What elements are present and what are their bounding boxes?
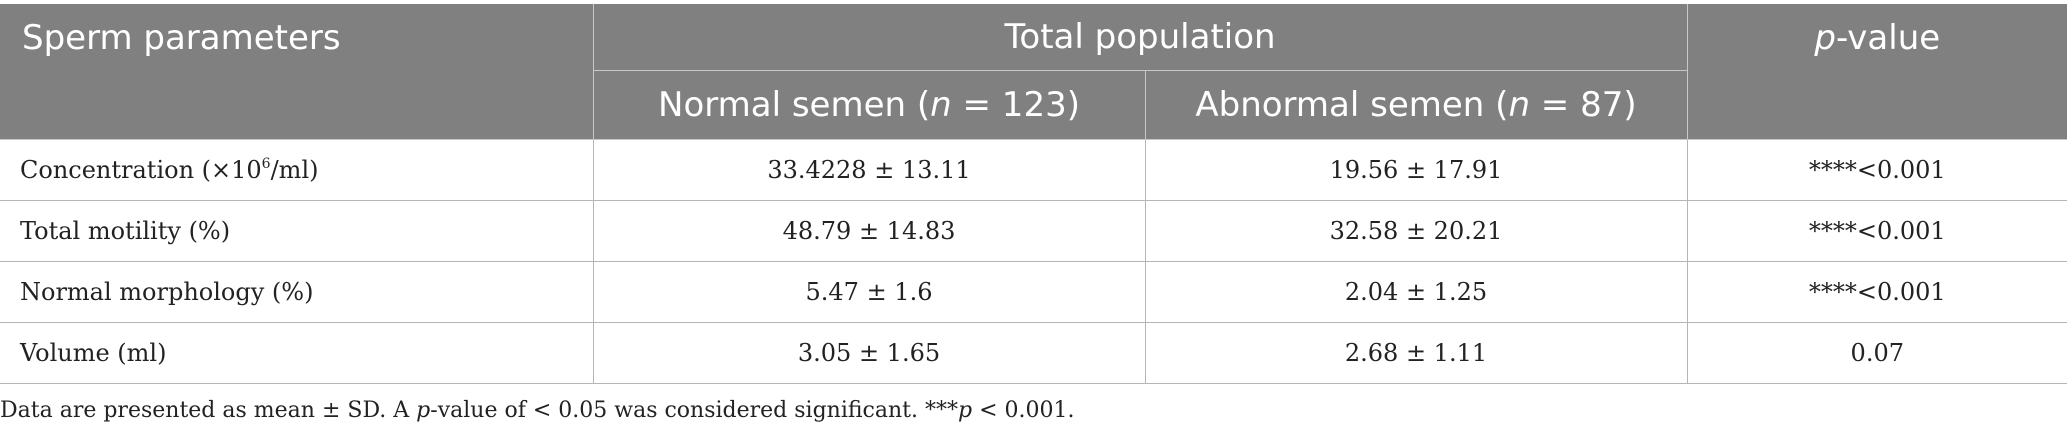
- row-label-normal-morphology: Normal morphology (%): [0, 261, 594, 323]
- cell-volume-p: 0.07: [1686, 322, 2067, 384]
- header-normal-label: Normal semen (: [658, 85, 931, 125]
- cell-volume-normal: 3.05 ± 1.65: [592, 322, 1146, 384]
- header-row-2: Normal semen (n = 123) Abnormal semen (n…: [0, 70, 2067, 140]
- cell-normal-morphology-p: ****<0.001: [1686, 261, 2067, 323]
- header-normal-n-value: = 123): [951, 85, 1080, 125]
- sperm-parameters-table: Sperm parameters Total population p-valu…: [0, 4, 2067, 384]
- cell-total-motility-normal: 48.79 ± 14.83: [592, 200, 1146, 262]
- header-p-italic: p: [1814, 18, 1836, 58]
- cell-normal-morphology-normal: 5.47 ± 1.6: [592, 261, 1146, 323]
- header-abnormal-n-value: = 87): [1530, 85, 1637, 125]
- row-label-concentration: Concentration (×106/ml): [0, 139, 594, 201]
- table-row-total-motility: Total motility (%) 48.79 ± 14.83 32.58 ±…: [0, 200, 2067, 262]
- header-p-value: p-value: [1686, 4, 2067, 140]
- header-abnormal-label: Abnormal semen (: [1195, 85, 1509, 125]
- cell-concentration-abnormal: 19.56 ± 17.91: [1144, 139, 1688, 201]
- cell-concentration-p: ****<0.001: [1686, 139, 2067, 201]
- header-total-population: Total population: [592, 4, 1688, 71]
- concentration-label-main: Concentration (×10: [20, 156, 262, 184]
- header-total-population-text: Total population: [1004, 17, 1276, 57]
- cell-total-motility-p: ****<0.001: [1686, 200, 2067, 262]
- footnote-part2: -value of < 0.05 was considered signific…: [430, 398, 958, 423]
- cell-volume-abnormal: 2.68 ± 1.11: [1144, 322, 1688, 384]
- footnote-p1: p: [416, 398, 431, 423]
- table-row-concentration: Concentration (×106/ml) 33.4228 ± 13.11 …: [0, 139, 2067, 201]
- concentration-label-tail: /ml): [270, 156, 319, 184]
- cell-normal-morphology-abnormal: 2.04 ± 1.25: [1144, 261, 1688, 323]
- row-label-volume: Volume (ml): [0, 322, 594, 384]
- header-normal-n: n: [930, 85, 952, 125]
- table-footnote: Data are presented as mean ± SD. A p-val…: [0, 398, 1074, 423]
- footnote-p2: p: [957, 398, 973, 423]
- table-row-volume: Volume (ml) 3.05 ± 1.65 2.68 ± 1.11 0.07: [0, 322, 2067, 384]
- header-sperm-parameters: Sperm parameters: [0, 4, 594, 140]
- table-row-normal-morphology: Normal morphology (%) 5.47 ± 1.6 2.04 ± …: [0, 261, 2067, 323]
- cell-total-motility-abnormal: 32.58 ± 20.21: [1144, 200, 1688, 262]
- results-table-container: Sperm parameters Total population p-valu…: [0, 4, 2067, 384]
- header-abnormal-n: n: [1508, 85, 1530, 125]
- header-sperm-parameters-text: Sperm parameters: [22, 18, 341, 58]
- footnote-part3: < 0.001.: [972, 398, 1075, 423]
- header-abnormal-semen: Abnormal semen (n = 87): [1144, 70, 1688, 140]
- row-label-total-motility: Total motility (%): [0, 200, 594, 262]
- concentration-label-sup: 6: [261, 156, 271, 172]
- footnote-part1: Data are presented as mean ± SD. A: [0, 398, 417, 423]
- header-p-rest: -value: [1835, 18, 1941, 58]
- header-row-1: Sperm parameters Total population p-valu…: [0, 4, 2067, 140]
- cell-concentration-normal: 33.4228 ± 13.11: [592, 139, 1146, 201]
- header-normal-semen: Normal semen (n = 123): [593, 70, 1146, 140]
